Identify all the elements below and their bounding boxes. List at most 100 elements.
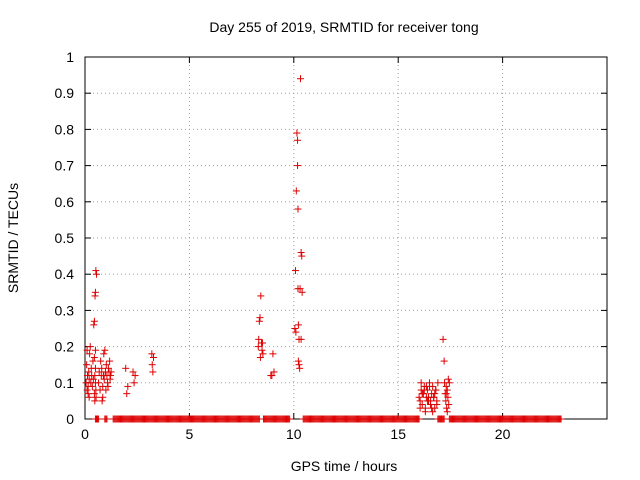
data-point [86,350,94,358]
data-point [443,386,451,394]
y-tick-label: 0.5 [55,230,75,246]
data-point [256,314,264,322]
data-point [439,335,447,343]
grid-layer [85,57,607,419]
data-point [270,368,278,376]
data-point [90,353,98,361]
data-point [100,372,108,380]
y-tick-label: 0.3 [55,302,75,318]
data-point [418,390,426,398]
x-tick-label: 10 [286,426,302,442]
data-point [88,382,96,390]
data-point [442,382,450,390]
data-point [91,397,99,405]
data-point [417,379,425,387]
data-point [434,379,442,387]
data-point [298,252,306,260]
data-point [124,382,132,390]
data-point [428,404,436,412]
data-point [294,357,302,365]
y-tick-label: 0.2 [55,339,75,355]
data-point [420,386,428,394]
data-point [91,372,99,380]
data-point [269,350,277,358]
data-point [421,408,429,416]
x-axis-label: GPS time / hours [291,458,398,474]
data-point [433,401,441,409]
data-point [286,415,294,423]
data-point [268,372,276,380]
x-tick-label: 15 [390,426,406,442]
data-point [90,321,98,329]
data-point [292,328,300,336]
data-point [443,404,451,412]
data-point [294,321,302,329]
tick-label-layer: 0 5 10 15 20 0 0.1 0.2 0.3 0.4 0.5 0.6 0.7 0.8 0.9 1 [55,49,511,442]
data-point [83,361,91,369]
data-point [102,361,110,369]
data-point [123,390,131,398]
data-point [85,368,93,376]
data-point [255,335,263,343]
data-point [89,375,97,383]
data-point [148,350,156,358]
data-point [427,397,435,405]
data-point [444,375,452,383]
data-point [444,393,452,401]
data-point [416,404,424,412]
data-point [98,364,106,372]
data-point [291,267,299,275]
data-point [295,361,303,369]
y-tick-label: 0.8 [55,121,75,137]
data-point [99,393,107,401]
data-point [101,346,109,354]
data-point [91,346,99,354]
data-point [255,317,263,325]
data-point [297,248,305,256]
data-point [442,390,450,398]
y-tick-label: 0 [66,411,74,427]
data-point [291,325,299,332]
data-point [422,382,430,390]
data-point [429,408,437,416]
data-point [83,386,91,394]
data-point [98,397,106,405]
data-point [96,386,104,394]
data-point [92,267,100,275]
data-point [95,379,103,387]
y-tick-label: 1 [66,49,74,65]
data-point [259,350,267,358]
data-point [294,205,302,213]
data-point [432,386,440,394]
data-point [292,187,300,195]
data-point [92,393,100,401]
y-tick-label: 0.1 [55,375,75,391]
data-point [254,343,262,351]
data-point [296,364,304,372]
data-point [445,379,453,387]
data-point [106,357,114,365]
data-point [90,317,98,325]
data-point [83,346,91,354]
data-point [258,339,266,347]
data-point [84,390,92,398]
data-point [148,361,156,369]
y-tick-label: 0.9 [55,85,75,101]
data-point [416,397,424,405]
y-tick-label: 0.4 [55,266,75,282]
data-point [91,364,99,372]
data-point [102,386,110,394]
data-point [257,292,265,300]
data-point [557,415,565,423]
y-tick-label: 0.6 [55,194,75,210]
data-point [445,401,453,409]
data-point [443,408,451,416]
data-point [149,353,157,361]
data-point [104,382,112,390]
data-point [95,415,103,423]
data-point [431,390,439,398]
data-point [106,372,114,380]
data-point [122,364,130,372]
